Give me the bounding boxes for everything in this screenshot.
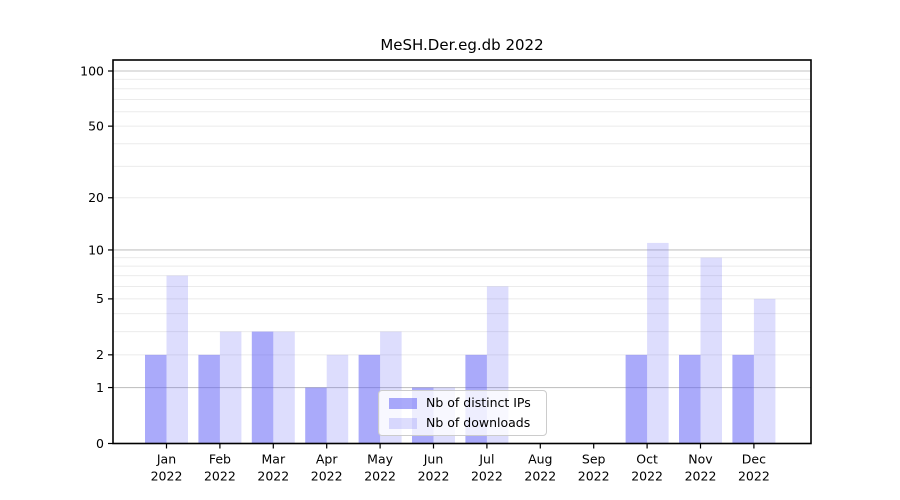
x-tick-label-year: 2022 — [738, 469, 770, 484]
x-tick-label-month: Sep — [582, 452, 606, 467]
x-tick-label-year: 2022 — [524, 469, 556, 484]
bar-ips-mar — [251, 331, 274, 444]
x-tick-label-month: Jul — [478, 452, 494, 467]
x-tick-label-year: 2022 — [685, 469, 717, 484]
bar-ips-apr — [305, 387, 327, 444]
legend-item-downloads: Nb of downloads — [379, 415, 546, 432]
y-tick-label: 5 — [96, 291, 104, 306]
x-tick-label-month: Feb — [209, 452, 231, 467]
y-tick-label: 20 — [88, 190, 104, 205]
y-tick-label: 0 — [96, 436, 104, 451]
bar-ips-dec — [732, 354, 754, 444]
bar-downloads-dec — [753, 298, 776, 444]
y-tick-label: 10 — [88, 242, 104, 257]
legend-label-ips: Nb of distinct IPs — [426, 394, 531, 410]
x-tick-label-year: 2022 — [151, 469, 183, 484]
x-tick-label-month: Oct — [636, 452, 658, 467]
bar-ips-jan — [145, 354, 167, 444]
bar-downloads-mar — [273, 331, 295, 444]
x-tick-label-month: Nov — [688, 452, 713, 467]
legend-label-downloads: Nb of downloads — [426, 414, 531, 430]
legend-swatch-ips — [389, 397, 417, 409]
plot-frame — [112, 59, 812, 445]
bar-downloads-oct — [647, 242, 669, 444]
x-tick-label-year: 2022 — [257, 469, 289, 484]
bar-ips-oct — [625, 354, 648, 444]
bar-downloads-apr — [326, 354, 349, 444]
bar-ips-feb — [198, 354, 220, 444]
x-tick-label-year: 2022 — [471, 469, 503, 484]
y-tick-label: 1 — [96, 380, 104, 395]
x-tick-label-month: Mar — [262, 452, 286, 467]
x-tick-label-month: Apr — [316, 452, 338, 467]
x-tick-label-month: Dec — [742, 452, 766, 467]
y-tick-label: 2 — [96, 347, 104, 362]
x-tick-label-month: May — [367, 452, 393, 467]
x-tick-label-month: Jan — [156, 452, 176, 467]
x-tick-label-year: 2022 — [364, 469, 396, 484]
x-tick-label-year: 2022 — [204, 469, 236, 484]
bar-ips-may — [358, 354, 381, 444]
x-tick-label-month: Aug — [528, 452, 552, 467]
legend: Nb of distinct IPs Nb of downloads — [378, 390, 547, 436]
legend-item-ips: Nb of distinct IPs — [379, 395, 546, 412]
x-tick-label-month: Jun — [423, 452, 444, 467]
chart-title: MeSH.Der.eg.db 2022 — [380, 36, 544, 54]
y-tick-label: 100 — [80, 63, 104, 78]
bar-downloads-feb — [219, 331, 242, 444]
bar-downloads-jan — [166, 275, 188, 444]
bar-ips-nov — [679, 354, 701, 444]
bar-downloads-nov — [700, 257, 722, 444]
y-tick-label: 50 — [88, 118, 104, 133]
x-tick-label-year: 2022 — [631, 469, 663, 484]
x-tick-label-year: 2022 — [418, 469, 450, 484]
x-tick-label-year: 2022 — [311, 469, 343, 484]
legend-swatch-downloads — [389, 417, 417, 429]
x-tick-label-year: 2022 — [578, 469, 610, 484]
